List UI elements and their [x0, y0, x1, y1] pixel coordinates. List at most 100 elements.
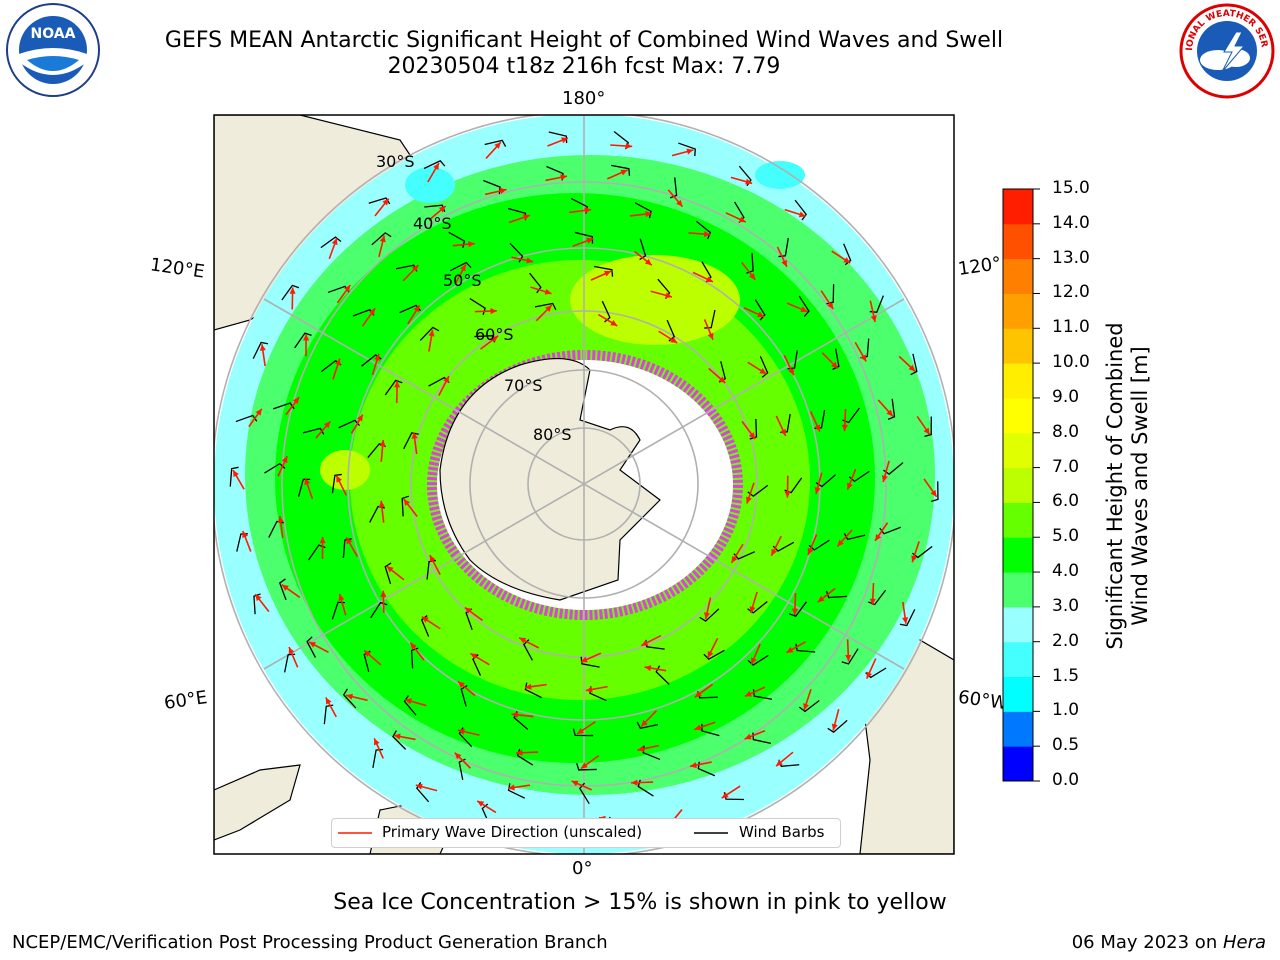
wave-arrow-head [382, 198, 389, 206]
colorbar-segment [1003, 223, 1033, 260]
wind-barb [799, 699, 820, 713]
wind-barb [931, 481, 939, 502]
wave-arrow-head [511, 711, 519, 718]
wind-barb [759, 356, 769, 378]
wave-arrow-head [281, 456, 288, 464]
wind-barb [306, 636, 317, 658]
wind-barb [924, 416, 932, 437]
wind-barb [574, 231, 594, 244]
wind-barb [529, 272, 542, 294]
wind-barb [372, 748, 384, 768]
wave-arrow-head [438, 206, 446, 213]
wave-arrow-head [704, 612, 710, 620]
wind-barb [887, 398, 896, 420]
wave-arrow-head [292, 397, 300, 404]
wave-arrow-head [522, 214, 530, 221]
footer-date: 06 May 2023 on Hera [1072, 932, 1266, 953]
lon-label-180: 180° [562, 88, 606, 109]
wind-barb [368, 197, 391, 205]
wave-arrow-head [289, 287, 296, 294]
wave-arrow-head [334, 358, 341, 366]
sea-ice-caption: Sea Ice Concentration > 15% is shown in … [333, 890, 947, 915]
wave-arrow-head [379, 235, 386, 243]
wave-arrow-head [379, 439, 386, 447]
wave-arrow-head [686, 148, 694, 155]
wave-arrow-head [277, 516, 284, 523]
wave-arrow-head [731, 555, 738, 563]
wave-arrow-head [403, 499, 411, 506]
lat-label-60s: 60°S [475, 325, 514, 344]
wave-arrow-head [814, 487, 821, 494]
wave-arrow-head [780, 428, 786, 436]
wave-arrow-head [625, 142, 633, 150]
wind-barb [469, 298, 486, 316]
wind-barb [384, 379, 403, 396]
wave-arrow-head [788, 368, 794, 376]
wave-arrow-head [786, 646, 794, 653]
colorbar-segment [1003, 293, 1033, 329]
wave-arrow-head [869, 598, 876, 606]
wave-arrow-head [325, 697, 332, 705]
wave-arrow-head [338, 594, 345, 601]
wave-arrow-head [676, 199, 683, 207]
wind-barb [229, 466, 239, 487]
colorbar-segment [1003, 746, 1033, 782]
wind-barb [401, 495, 410, 517]
wind-barb [636, 721, 659, 729]
wave-arrow-head [526, 257, 534, 264]
colorbar [1002, 188, 1040, 782]
lat-label-30s: 30°S [376, 152, 415, 171]
footer-date-text: 06 May 2023 on [1071, 932, 1223, 953]
lat-label-50s: 50°S [443, 271, 482, 290]
wave-arrow-head [346, 693, 353, 700]
wave-arrow-head [580, 656, 588, 663]
wave-arrow-head [902, 617, 909, 624]
colorbar-tick-label: 4.0 [1052, 561, 1080, 582]
wave-arrow-head [911, 555, 918, 563]
wave-arrow-head [585, 686, 593, 693]
wind-barb [371, 232, 392, 246]
wind-barb [841, 648, 859, 665]
wave-arrow-head [561, 137, 568, 144]
wave-arrow-head [415, 783, 423, 790]
wave-arrow-head [491, 335, 499, 343]
wave-arrow-head [374, 353, 380, 361]
wave-arrow-head [776, 759, 783, 767]
wind-barb [843, 243, 852, 266]
wind-barb [580, 656, 600, 668]
wind-barb [331, 473, 342, 494]
wind-barb [798, 295, 810, 317]
wind-barb [594, 265, 614, 277]
wave-arrow-head [374, 738, 380, 746]
wind-barb [264, 462, 286, 474]
wave-arrow-head [242, 531, 248, 538]
wave-arrow-head [721, 792, 729, 799]
wave-arrow-head [368, 308, 376, 316]
wave-arrow-head [410, 642, 417, 650]
wave-arrow-head [738, 216, 746, 223]
wave-arrow-head [718, 376, 726, 383]
graticule [214, 115, 954, 854]
colorbar-tick-label: 12.0 [1052, 282, 1090, 303]
wind-barb [420, 615, 430, 637]
wave-arrow-head [814, 424, 820, 432]
wave-arrow-head [637, 745, 645, 752]
wave-arrow-head [494, 142, 501, 149]
colorbar-frame [1002, 188, 1034, 782]
colorbar-tick-label: 9.0 [1052, 386, 1080, 407]
colorbar-tick-label: 14.0 [1052, 212, 1090, 233]
wind-barb [634, 202, 652, 219]
wave-arrow-head [791, 608, 798, 616]
wave-arrow-head [707, 650, 714, 658]
wave-arrow-head [584, 207, 592, 214]
wind-barb [699, 608, 720, 622]
wave-arrow-head [749, 606, 756, 613]
wave-arrow-head [386, 566, 394, 573]
wind-barb [794, 199, 807, 221]
wind-barb [342, 688, 357, 709]
wave-arrow-head [304, 478, 311, 485]
colorbar-tick-label: 0.5 [1052, 735, 1080, 756]
wind-barb [827, 719, 848, 734]
wave-arrow-head [694, 724, 702, 731]
colorbar-segment [1003, 537, 1033, 573]
